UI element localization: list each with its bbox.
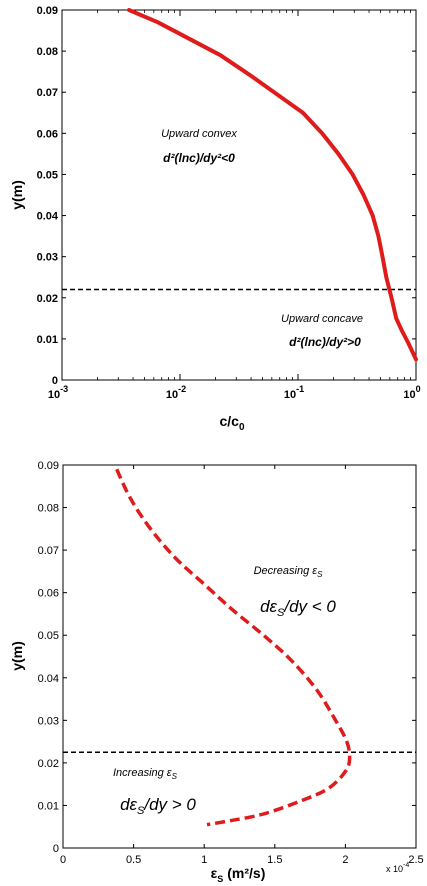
bottom-annotation-lower-eq-sub: S [137,805,145,817]
bottom-x-tick-label: 0.5 [126,854,141,866]
bottom-y-tick-label: 0.08 [38,503,59,515]
bottom-y-tick-label: 0.04 [38,673,59,685]
bottom-annotation-upper-eq-a: dε [260,597,277,616]
bottom-y-tick-label: 0.09 [38,460,59,472]
bottom-x-tick-label: 2 [342,854,348,866]
bottom-y-tick-label: 0.01 [38,800,59,812]
top-x-tick-base: 10 [166,389,178,401]
bottom-x-tick-label: 2.5 [408,854,423,866]
bottom-x-axis-label-sub: S [217,874,223,884]
top-x-tick-label: 100 [403,384,420,401]
top-x-tick-label: 10-1 [284,384,304,401]
bottom-plot-frame [62,464,417,849]
bottom-x-tick-label: 1 [201,854,207,866]
bottom-x-multiplier-base: x 10 [386,864,403,874]
bottom-annotation-upper-title: Decreasing εS [254,565,324,579]
bottom-x-axis-label: εS (m²/s) [211,865,266,884]
top-y-tick-label: 0.05 [37,169,58,181]
bottom-annotation-upper-eq: dεS/dy < 0 [260,597,336,619]
top-x-tick-base: 10 [48,389,60,401]
top-y-tick-label: 0.04 [37,211,59,223]
top-y-tick-label: 0.02 [37,293,58,305]
top-x-tick-base: 10 [403,389,415,401]
bottom-x-multiplier: x 10-4 [386,862,409,874]
top-plot-frame [61,9,417,381]
top-y-tick-label: 0 [52,375,58,387]
top-y-axis-label: y(m) [9,180,25,210]
bottom-annotation-lower-eq-a: dε [120,795,137,814]
top-y-tick-label: 0.06 [37,128,58,140]
bottom-y-tick-label: 0.02 [38,758,59,770]
top-annotation-lower-title: Upward concave [281,313,363,325]
top-y-tick-label: 0.01 [37,334,58,346]
bottom-annotation-upper-eq-b: /dy < 0 [283,597,336,616]
top-x-tick-exp: 0 [416,384,421,394]
top-x-tick-exp: -2 [178,384,186,394]
top-x-tick-exp: -1 [296,384,304,394]
top-x-axis-label-main: c/c [219,413,239,429]
top-y-tick-label: 0.03 [37,252,58,264]
top-x-tick-label: 10-2 [166,384,186,401]
bottom-annotation-lower-title-sub: S [172,772,178,781]
bottom-x-axis-label-main: ε [211,865,218,881]
bottom-annotation-lower-title-main: Increasing ε [113,767,172,779]
bottom-y-tick-label: 0 [53,843,59,855]
top-x-axis-label: c/c0 [219,413,244,433]
bottom-x-multiplier-exp: -4 [403,862,409,869]
chart-top: 0 0.01 0.02 0.03 0.04 0.05 0.06 0.07 0.08 0.09 10… [9,5,421,433]
top-y-tick-label: 0.09 [37,5,58,17]
bottom-y-axis-label: y(m) [9,641,25,671]
top-series-line [127,8,418,362]
chart-bottom: 0 0.01 0.02 0.03 0.04 0.05 0.06 0.07 0.08 0.09 0 0… [9,460,424,884]
bottom-x-axis-label-unit: (m²/s) [227,865,265,881]
bottom-y-tick-label: 0.03 [38,715,59,727]
bottom-series-line [115,468,352,827]
bottom-annotation-lower-eq: dεS/dy > 0 [120,795,196,817]
bottom-x-tick-label: 1.5 [267,854,282,866]
top-annotation-upper-title: Upward convex [161,128,237,140]
bottom-y-tick-label: 0.06 [38,588,59,600]
top-x-tick-exp: -3 [60,384,68,394]
top-annotation-lower-eq: d²(lnc)/dy²>0 [289,335,361,349]
top-x-tick-label: 10-3 [48,384,68,401]
top-annotation-upper-eq: d²(lnc)/dy²<0 [163,151,235,165]
top-x-tick-base: 10 [284,389,296,401]
top-y-tick-label: 0.08 [37,46,58,58]
top-x-axis-label-sub: 0 [239,422,245,433]
bottom-y-tick-label: 0.05 [38,630,59,642]
bottom-y-tick-label: 0.07 [38,545,59,557]
bottom-x-tick-label: 0 [60,854,66,866]
bottom-annotation-upper-eq-sub: S [277,607,285,619]
top-y-tick-label: 0.07 [37,87,58,99]
bottom-annotation-upper-title-sub: S [317,570,323,579]
bottom-annotation-upper-title-main: Decreasing ε [254,565,318,577]
bottom-annotation-lower-eq-b: /dy > 0 [143,795,196,814]
bottom-annotation-lower-title: Increasing εS [113,767,178,781]
